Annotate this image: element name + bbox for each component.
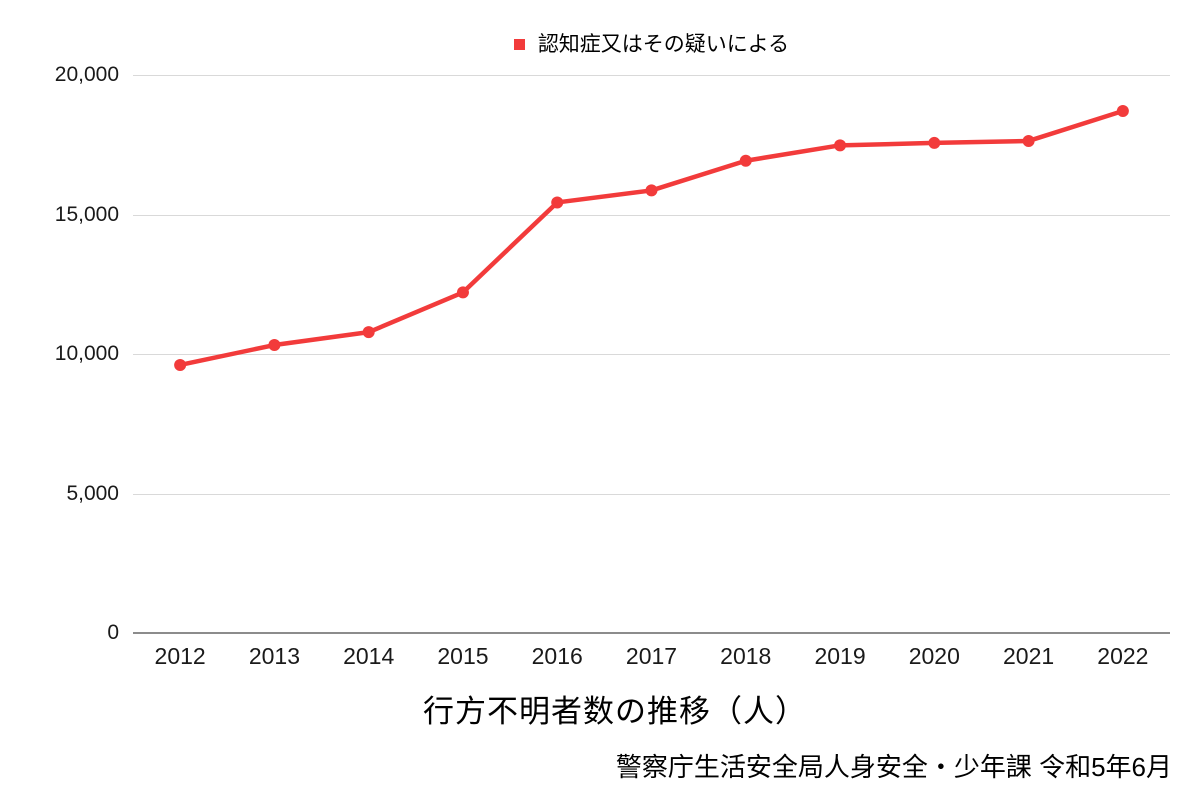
- data-point-2022: [1116, 105, 1129, 118]
- y-axis-tick-label: 10,000: [54, 342, 119, 365]
- data-point-2013: [268, 339, 281, 352]
- y-axis-tick-label: 15,000: [54, 202, 119, 226]
- x-axis-tick-label: 2013: [248, 643, 300, 669]
- x-axis-tick-label: 2016: [531, 643, 583, 669]
- x-axis-tick-labels: 2012 2013 2014 2015 2016 2017 2018 2019 2020 2021…: [133, 643, 1170, 673]
- data-point-2020: [928, 136, 941, 149]
- x-axis-tick-label: 2020: [908, 643, 960, 669]
- legend-series-marker-icon: [513, 38, 525, 50]
- line-series: [177, 108, 1126, 368]
- gridline: [133, 75, 1170, 76]
- data-point-2016: [551, 196, 564, 209]
- gridline: [133, 354, 1170, 355]
- x-axis-line: [133, 632, 1170, 634]
- x-axis-tick-label: 2017: [625, 643, 678, 669]
- data-point-2012: [174, 358, 187, 371]
- legend-label: 認知症又はその疑いによる: [537, 32, 790, 56]
- y-axis-tick-label: 5,000: [66, 481, 119, 505]
- source-caption: 警察庁生活安全局人身安全・少年課 令和5年6月: [615, 752, 1172, 782]
- y-axis-tick-labels: 0 5,000 10,000 15,000 20,000: [0, 63, 119, 644]
- chart-title: 行方不明者数の推移（人）: [423, 694, 807, 729]
- legend: 認知症又はその疑いによる: [133, 31, 1170, 57]
- data-point-2014: [362, 326, 375, 339]
- y-axis-tick-label: 0: [107, 621, 119, 644]
- series-layer: [174, 105, 1129, 371]
- x-axis-tick-label: 2015: [437, 643, 489, 669]
- x-axis-tick-label: 2018: [720, 643, 772, 669]
- data-point-2019: [834, 139, 847, 152]
- y-axis-tick-label: 20,000: [54, 63, 119, 86]
- data-point-2015: [456, 286, 469, 299]
- gridline: [133, 214, 1170, 216]
- x-axis-tick-label: 2019: [814, 643, 866, 669]
- x-axis-tick-label: 2014: [343, 643, 395, 669]
- plot-area: [133, 75, 1170, 634]
- gridline: [133, 493, 1170, 495]
- data-point-2017: [645, 184, 658, 197]
- data-point-2021: [1022, 134, 1035, 147]
- x-axis-tick-label: 2012: [154, 643, 206, 669]
- x-axis-tick-label: 2021: [1002, 643, 1055, 669]
- data-point-2018: [739, 154, 752, 167]
- x-axis-tick-label: 2022: [1097, 643, 1149, 669]
